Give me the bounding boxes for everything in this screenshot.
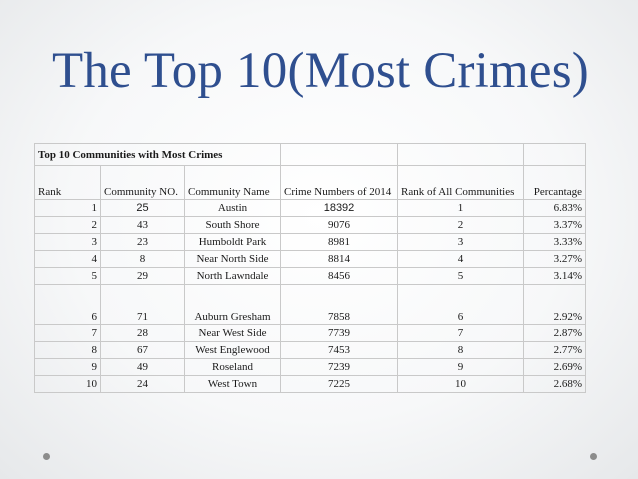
cell-percentage: 6.83% bbox=[523, 199, 586, 217]
cell-community-no: 8 bbox=[100, 250, 185, 268]
cell-community-no: 24 bbox=[100, 375, 185, 393]
cell-community-no: 23 bbox=[100, 233, 185, 251]
crime-table: Top 10 Communities with Most Crimes Rank… bbox=[34, 143, 586, 393]
cell-rank: 9 bbox=[34, 358, 101, 376]
cell-percentage: 2.77% bbox=[523, 341, 586, 359]
cell-community-name: Near North Side bbox=[184, 250, 281, 268]
cell-rank-all: 6 bbox=[397, 284, 524, 325]
table-row: 9 49 Roseland 7239 9 2.69% bbox=[34, 358, 586, 376]
table-row: 1 25 Austin 18392 1 6.83% bbox=[34, 199, 586, 217]
cell-percentage: 3.27% bbox=[523, 250, 586, 268]
cell-rank: 10 bbox=[34, 375, 101, 393]
cell-community-name: West Englewood bbox=[184, 341, 281, 359]
cell-rank: 1 bbox=[34, 199, 101, 217]
cell-community-no: 67 bbox=[100, 341, 185, 359]
table-row: 2 43 South Shore 9076 2 3.37% bbox=[34, 216, 586, 234]
cell-percentage: 2.68% bbox=[523, 375, 586, 393]
slide-title: The Top 10(Most Crimes) bbox=[52, 43, 589, 99]
header-rank: Rank bbox=[34, 165, 101, 200]
cell-crime-count: 7239 bbox=[280, 358, 398, 376]
cell-crime-count: 7739 bbox=[280, 324, 398, 342]
cell-percentage: 3.37% bbox=[523, 216, 586, 234]
header-crime-numbers: Crime Numbers of 2014 bbox=[280, 165, 398, 200]
cell-community-no: 25 bbox=[100, 199, 185, 217]
table-row: 7 28 Near West Side 7739 7 2.87% bbox=[34, 324, 586, 342]
cell-percentage: 2.87% bbox=[523, 324, 586, 342]
cell-rank-all: 4 bbox=[397, 250, 524, 268]
table-row: 5 29 North Lawndale 8456 5 3.14% bbox=[34, 267, 586, 285]
cell-crime-count: 8814 bbox=[280, 250, 398, 268]
cell-rank: 5 bbox=[34, 267, 101, 285]
table-caption: Top 10 Communities with Most Crimes bbox=[34, 143, 281, 166]
cell-rank: 8 bbox=[34, 341, 101, 359]
cell-community-no: 43 bbox=[100, 216, 185, 234]
cell-rank: 2 bbox=[34, 216, 101, 234]
cell-crime-count: 7453 bbox=[280, 341, 398, 359]
cell-community-no: 29 bbox=[100, 267, 185, 285]
cell-crime-count: 7225 bbox=[280, 375, 398, 393]
header-community-name: Community Name bbox=[184, 165, 281, 200]
cell-community-no: 71 bbox=[100, 284, 185, 325]
table-row: 6 71 Auburn Gresham 7858 6 2.92% bbox=[34, 284, 586, 325]
empty-cell bbox=[397, 143, 524, 166]
cell-rank: 7 bbox=[34, 324, 101, 342]
cell-rank-all: 9 bbox=[397, 358, 524, 376]
header-rank-all: Rank of All Communities bbox=[397, 165, 524, 200]
cell-rank-all: 7 bbox=[397, 324, 524, 342]
cell-rank-all: 8 bbox=[397, 341, 524, 359]
cell-community-name: West Town bbox=[184, 375, 281, 393]
table-row: 4 8 Near North Side 8814 4 3.27% bbox=[34, 250, 586, 268]
header-percentage: Percantage bbox=[523, 165, 586, 200]
cell-crime-count: 8981 bbox=[280, 233, 398, 251]
cell-community-name: Humboldt Park bbox=[184, 233, 281, 251]
left-bullet-dot bbox=[43, 453, 50, 460]
cell-rank: 4 bbox=[34, 250, 101, 268]
cell-community-name: Austin bbox=[184, 199, 281, 217]
empty-cell bbox=[280, 143, 398, 166]
empty-cell bbox=[523, 143, 586, 166]
cell-rank-all: 5 bbox=[397, 267, 524, 285]
cell-rank: 3 bbox=[34, 233, 101, 251]
cell-percentage: 2.69% bbox=[523, 358, 586, 376]
cell-rank-all: 2 bbox=[397, 216, 524, 234]
cell-community-name: South Shore bbox=[184, 216, 281, 234]
cell-community-name: Roseland bbox=[184, 358, 281, 376]
cell-crime-count: 9076 bbox=[280, 216, 398, 234]
right-bullet-dot bbox=[590, 453, 597, 460]
cell-crime-count: 18392 bbox=[280, 199, 398, 217]
cell-community-name: Auburn Gresham bbox=[184, 284, 281, 325]
header-community-no: Community NO. bbox=[100, 165, 185, 200]
table-row: 3 23 Humboldt Park 8981 3 3.33% bbox=[34, 233, 586, 251]
cell-community-no: 49 bbox=[100, 358, 185, 376]
cell-rank-all: 10 bbox=[397, 375, 524, 393]
cell-percentage: 2.92% bbox=[523, 284, 586, 325]
cell-percentage: 3.33% bbox=[523, 233, 586, 251]
cell-community-name: Near West Side bbox=[184, 324, 281, 342]
cell-rank: 6 bbox=[34, 284, 101, 325]
cell-crime-count: 8456 bbox=[280, 267, 398, 285]
cell-rank-all: 3 bbox=[397, 233, 524, 251]
table-row: 8 67 West Englewood 7453 8 2.77% bbox=[34, 341, 586, 359]
cell-community-no: 28 bbox=[100, 324, 185, 342]
cell-community-name: North Lawndale bbox=[184, 267, 281, 285]
cell-rank-all: 1 bbox=[397, 199, 524, 217]
cell-crime-count: 7858 bbox=[280, 284, 398, 325]
table-row: 10 24 West Town 7225 10 2.68% bbox=[34, 375, 586, 393]
cell-percentage: 3.14% bbox=[523, 267, 586, 285]
